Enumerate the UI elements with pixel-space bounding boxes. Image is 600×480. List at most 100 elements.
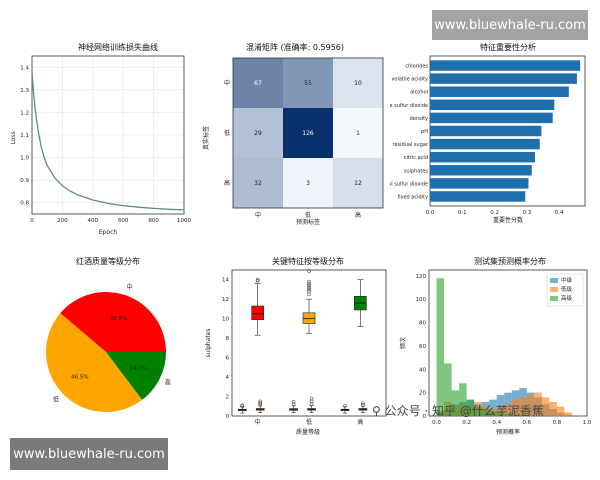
confusion-y-axis-label: 真实标签	[202, 126, 210, 150]
importance-bar	[430, 125, 542, 137]
importance-category-label: alcohol	[410, 90, 428, 96]
histogram-bar	[526, 394, 535, 416]
importance-category-label: residual sugar	[393, 142, 429, 148]
histogram-bar	[496, 406, 505, 416]
histogram-bar	[436, 278, 445, 416]
histogram-bar	[556, 406, 565, 416]
importance-bar	[430, 73, 577, 84]
importance-x-tick-label: 0.3	[523, 210, 532, 216]
histogram-y-tick-label: 40	[419, 367, 426, 373]
histogram-x-tick-label: 0.4	[492, 420, 501, 426]
confusion-cell-value: 55	[304, 80, 312, 87]
boxplot-y-tick-label: 12	[222, 297, 229, 303]
importance-x-tick-label: 0.1	[458, 210, 467, 216]
confusion-x-tick-label: 中	[255, 211, 261, 219]
histogram-bar	[519, 414, 527, 416]
confusion-cell	[233, 58, 283, 108]
importance-bar	[430, 178, 529, 189]
histogram-x-tick-label: 0.0	[432, 420, 441, 426]
box-iqr	[302, 312, 316, 324]
boxplot-x-tick-label: 低	[306, 418, 312, 426]
box-outlier	[240, 404, 245, 409]
confusion-y-tick-label: 高	[224, 179, 230, 187]
quality-pie-chart: 红酒质量等级分布 38.8% 中 46.5% 低 14.7% 高	[46, 256, 171, 412]
importance-category-label: chlorides	[405, 64, 428, 70]
loss-x-tick-label: 1000	[177, 218, 191, 224]
confusion-x-tick-label: 低	[305, 211, 311, 219]
histogram-x-tick-label: 1.0	[583, 420, 592, 426]
box-outlier	[307, 292, 311, 297]
box-outlier	[240, 403, 245, 408]
histogram-bar	[564, 412, 572, 416]
box-outlier	[307, 283, 311, 288]
watermark-top-banner: www.bluewhale-ru.com	[432, 10, 588, 40]
box-outlier	[307, 279, 311, 284]
legend-label: 低级	[561, 285, 573, 293]
pie-slice	[46, 313, 143, 412]
boxplot-y-tick-label: 2	[226, 395, 230, 401]
pie-title: 红酒质量等级分布	[76, 256, 140, 266]
loss-y-tick-label: 1.0	[20, 156, 29, 162]
importance-category-label: fixed acidity	[398, 194, 429, 200]
boxplot-y-axis-label: sulphates	[205, 328, 212, 357]
loss-y-tick-label: 1.4	[20, 65, 29, 71]
boxplot-y-tick-label: 10	[222, 317, 229, 323]
histogram-bar	[459, 383, 467, 416]
confusion-cell-value: 29	[254, 130, 262, 137]
boxplot-title: 关键特征按等级分布	[272, 256, 344, 266]
box-outlier	[255, 278, 260, 283]
pie-slice	[106, 352, 166, 400]
histogram-y-tick-label: 120	[416, 274, 427, 280]
importance-category-label: pH	[421, 129, 428, 135]
boxplot-y-tick-label: 4	[226, 375, 230, 381]
pie-category-label: 低	[53, 395, 59, 403]
loss-y-tick-label: 1.1	[20, 133, 29, 139]
boxplot-y-tick-label: 6	[226, 356, 230, 362]
probability-histogram-chart: 测试集预测概率分布 0.0 0.2 0.4 0.6 0.8 1.0 0 20 40 60 80 100…	[399, 256, 592, 436]
confusion-title: 混淆矩阵 (准确率: 0.5956)	[246, 42, 344, 52]
loss-y-tick-label: 0.9	[20, 178, 29, 184]
legend-label: 中级	[561, 276, 573, 284]
box-outlier	[255, 277, 260, 282]
box-outlier	[307, 281, 311, 286]
pie-category-label: 高	[165, 379, 171, 387]
boxplot-y-tick-label: 0	[226, 414, 230, 420]
loss-y-axis-label: Loss	[10, 131, 17, 144]
histogram-bar	[474, 406, 482, 416]
histogram-bar	[504, 413, 512, 416]
loss-x-tick-label: 0	[30, 218, 34, 224]
loss-x-tick-label: 600	[118, 218, 129, 224]
boxplot-y-tick-label: 14	[222, 278, 229, 284]
histogram-bar	[481, 408, 490, 416]
boxplot-x-axis-label: 质量等级	[296, 428, 320, 436]
loss-x-axis-label: Epoch	[99, 229, 118, 236]
importance-bar	[430, 138, 540, 150]
box-outlier	[307, 269, 311, 273]
legend-swatch	[550, 296, 558, 301]
confusion-cell-value: 126	[302, 130, 314, 137]
confusion-matrix-chart: 混淆矩阵 (准确率: 0.5956) 67 55 1029 126 132 3 12中低高中…	[202, 42, 384, 226]
histogram-bar	[489, 411, 497, 416]
confusion-cell-value: 3	[306, 180, 310, 187]
importance-x-tick-label: 0.2	[490, 210, 499, 216]
loss-y-tick-label: 1.3	[20, 88, 29, 94]
box-outlier	[258, 399, 263, 404]
confusion-cell	[233, 108, 283, 158]
box-outlier	[307, 287, 311, 292]
attribution-text: ⚲ 公众号 · 知乎 @什么芋泥香蕉	[372, 404, 544, 418]
box-outlier	[309, 402, 314, 407]
importance-x-axis-label: 重要性分数	[493, 216, 523, 224]
confusion-cell-value: 67	[254, 80, 262, 87]
confusion-cell-value: 12	[354, 180, 362, 187]
box-iqr	[251, 305, 264, 320]
confusion-cell-value: 1	[356, 130, 360, 137]
histogram-y-axis-label: 频次	[399, 337, 407, 349]
pie-pct-label: 14.7%	[129, 366, 146, 372]
histogram-bar	[489, 399, 497, 416]
confusion-frame	[232, 57, 384, 209]
importance-title: 特征重要性分析	[480, 42, 536, 52]
histogram-title: 测试集预测概率分布	[474, 256, 546, 266]
confusion-cell	[333, 108, 383, 158]
box-outlier	[307, 285, 311, 290]
box-outlier	[307, 289, 311, 294]
